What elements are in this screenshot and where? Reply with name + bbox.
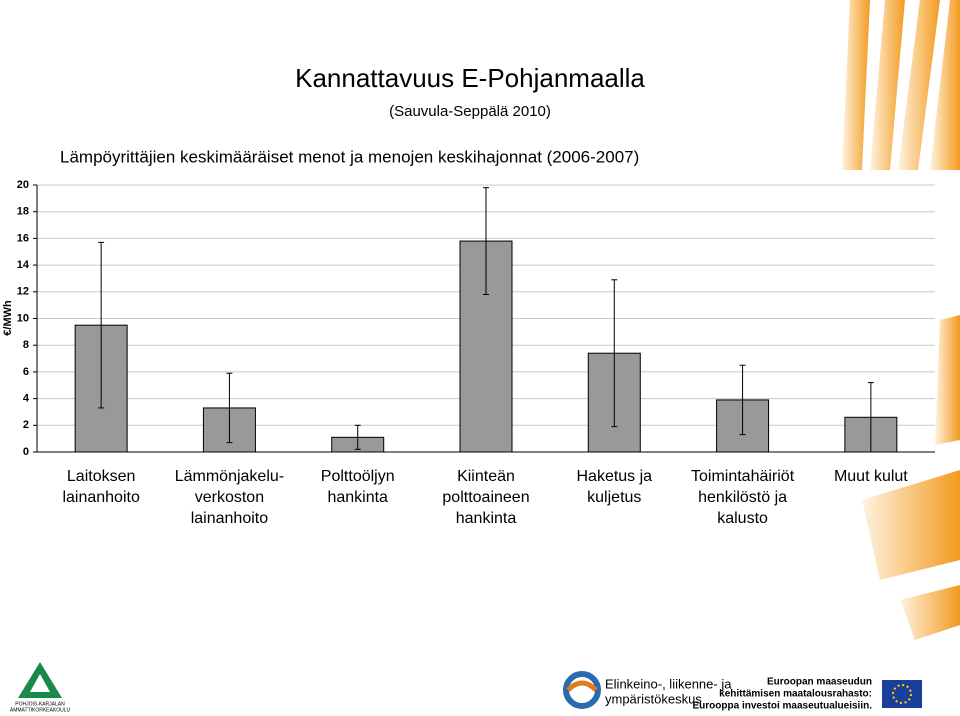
chart-title: Lämpöyrittäjien keskimääräiset menot ja … [60, 147, 639, 166]
y-tick-label: 0 [23, 446, 29, 458]
footer-center-text: ympäristökeskus [605, 691, 702, 706]
x-tick-label: Haketus ja [576, 468, 652, 485]
x-tick-label: hankinta [327, 489, 388, 506]
x-tick-label: hankinta [456, 510, 517, 527]
eu-stars [892, 684, 912, 704]
y-tick-label: 14 [17, 259, 30, 271]
y-tick-label: 2 [23, 419, 29, 431]
x-tick-label: lainanhoito [62, 489, 140, 506]
y-tick-label: 20 [17, 179, 29, 191]
y-axis-label: €/MWh [2, 300, 14, 336]
x-tick-label: verkoston [195, 489, 264, 506]
y-tick-label: 12 [17, 286, 29, 298]
eu-flag [882, 680, 922, 708]
footer-right-text: Eurooppa investoi maaseutualueisiin. [693, 701, 873, 712]
x-tick-label: kalusto [717, 510, 768, 527]
footer-center-text: Elinkeino-, liikenne- ja [605, 676, 732, 691]
y-tick-label: 6 [23, 366, 29, 378]
x-tick-label: Muut kulut [834, 468, 908, 485]
footer-right-text: kehittämisen maatalousrahasto: [719, 689, 872, 700]
x-tick-label: Toimintahäiriöt [691, 468, 795, 485]
x-tick-label: Lämmönjakelu- [175, 468, 284, 485]
x-tick-label: kuljetus [587, 489, 641, 506]
logo-center [563, 671, 601, 709]
x-tick-label: lainanhoito [191, 510, 269, 527]
y-tick-label: 10 [17, 312, 29, 324]
slide-subtitle: (Sauvula-Seppälä 2010) [389, 103, 551, 120]
y-tick-label: 8 [23, 339, 29, 351]
x-tick-label: Kiinteän [457, 468, 515, 485]
x-tick-label: Polttoöljyn [321, 468, 395, 485]
x-tick-label: Laitoksen [67, 468, 136, 485]
decor-stripes [842, 0, 960, 640]
footer: POHJOIS-KARJALAN AMMATTIKORKEAKOULU Elin… [10, 662, 922, 713]
y-tick-label: 16 [17, 232, 29, 244]
logo-center-arc [566, 680, 598, 692]
y-tick-label: 18 [17, 206, 29, 218]
slide-title: Kannattavuus E-Pohjanmaalla [295, 63, 645, 93]
x-tick-label: polttoaineen [442, 489, 529, 506]
x-tick-label: henkilöstö ja [698, 489, 787, 506]
y-tick-label: 4 [23, 393, 30, 405]
footer-left-text: AMMATTIKORKEAKOULU [10, 707, 71, 713]
footer-left-text: POHJOIS-KARJALAN [15, 701, 65, 707]
logo-left-inner [30, 674, 50, 692]
footer-right-text: Euroopan maaseudun [767, 677, 872, 688]
